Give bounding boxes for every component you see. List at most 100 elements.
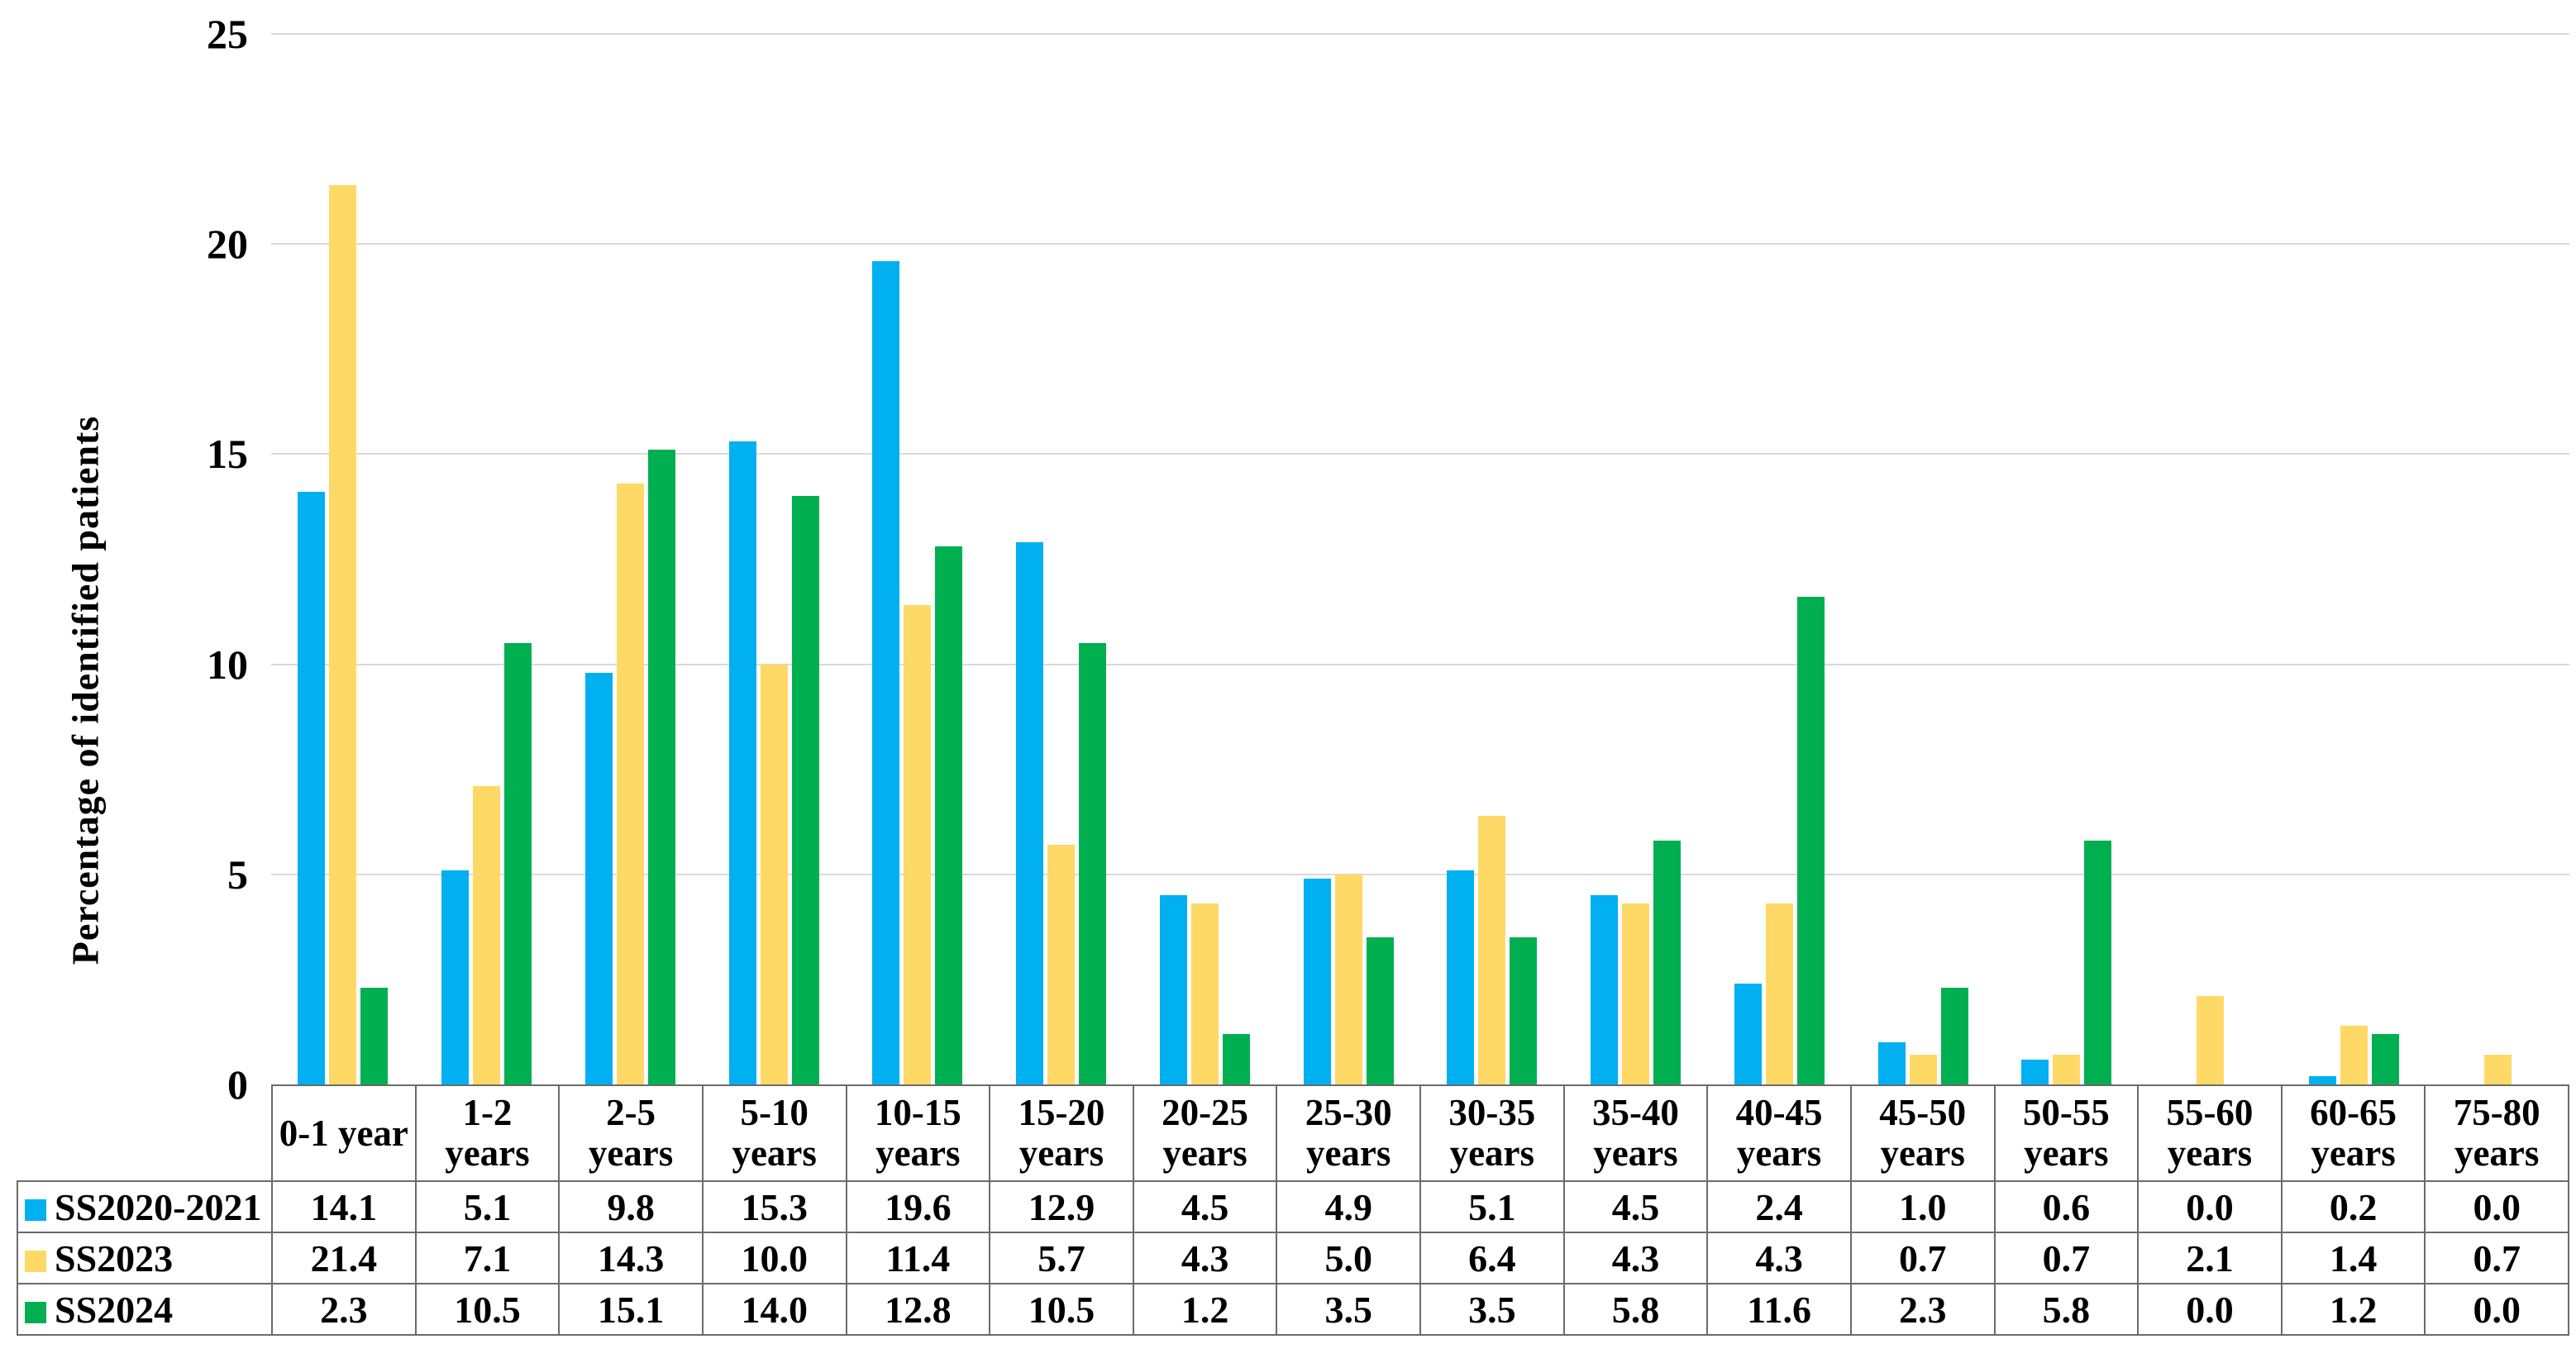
value-cell: 1.4: [2280, 1232, 2426, 1284]
series-name: SS2023: [55, 1237, 174, 1280]
bar: [504, 643, 532, 1084]
plot-area: [271, 33, 2569, 1084]
value-cell: 4.5: [1132, 1180, 1278, 1233]
legend-swatch: [25, 1250, 46, 1272]
value-cell: 9.8: [558, 1180, 704, 1233]
gridline: [271, 663, 2569, 665]
value-cell: 19.6: [845, 1180, 991, 1233]
bar: [1877, 1042, 1906, 1084]
bar: [2053, 1055, 2081, 1084]
bar: [728, 441, 756, 1084]
bar: [2084, 841, 2112, 1084]
bar: [904, 605, 932, 1084]
value-cell: 4.5: [1562, 1180, 1709, 1233]
legend-item: SS2023: [17, 1232, 273, 1284]
series-name: SS2024: [55, 1288, 174, 1331]
column-header: 30-35 years: [1419, 1084, 1565, 1182]
value-cell: 4.3: [1706, 1232, 1852, 1284]
value-cell: 12.8: [845, 1283, 991, 1336]
gridline: [271, 873, 2569, 875]
bar: [1591, 895, 1619, 1084]
value-cell: 0.0: [2424, 1283, 2569, 1336]
value-cell: 3.5: [1276, 1283, 1421, 1336]
bar: [1190, 903, 1219, 1084]
value-cell: 4.3: [1132, 1232, 1278, 1284]
bar: [1334, 874, 1362, 1084]
column-header: 35-40 years: [1562, 1084, 1709, 1182]
bar: [1622, 903, 1650, 1084]
bar: [1079, 643, 1107, 1084]
value-cell: 0.0: [2137, 1180, 2283, 1233]
value-cell: 4.9: [1276, 1180, 1421, 1233]
y-axis-tick-label: 15: [207, 431, 248, 478]
value-cell: 12.9: [989, 1180, 1134, 1233]
gridline: [271, 243, 2569, 245]
column-header: 20-25 years: [1132, 1084, 1278, 1182]
value-cell: 14.3: [558, 1232, 704, 1284]
bar: [2197, 996, 2225, 1084]
y-axis-tick-label: 20: [207, 221, 248, 268]
column-header: 40-45 years: [1706, 1084, 1852, 1182]
value-cell: 0.0: [2424, 1180, 2569, 1233]
y-axis-tick-label: 5: [227, 851, 248, 898]
column-header: 50-55 years: [1993, 1084, 2140, 1182]
bar: [1734, 983, 1762, 1084]
value-cell: 3.5: [1419, 1283, 1565, 1336]
y-axis-tick-label: 10: [207, 641, 248, 688]
value-cell: 0.7: [1993, 1232, 2140, 1284]
bar: [1159, 895, 1187, 1084]
data-table: 0-1 year 1-2 years 2-5 years 5-10 years 10-15 ye…: [17, 1084, 2569, 1336]
column-header: 55-60 years: [2137, 1084, 2283, 1182]
value-cell: 15.3: [701, 1180, 847, 1233]
y-axis-tick-label: 25: [207, 11, 248, 57]
value-cell: 21.4: [271, 1232, 417, 1284]
bar: [329, 185, 357, 1084]
y-axis-tick-label: 0: [227, 1061, 248, 1108]
value-cell: 10.0: [701, 1232, 847, 1284]
legend-item: SS2020-2021: [17, 1180, 273, 1233]
value-cell: 5.8: [1562, 1283, 1709, 1336]
bar: [935, 546, 963, 1084]
value-cell: 5.7: [989, 1232, 1134, 1284]
column-header: 75-80 years: [2424, 1084, 2569, 1182]
bar: [1447, 870, 1475, 1084]
value-cell: 2.3: [1849, 1283, 1996, 1336]
bar: [1222, 1034, 1250, 1084]
bar: [441, 870, 470, 1084]
column-header: 10-15 years: [845, 1084, 991, 1182]
value-cell: 2.4: [1706, 1180, 1852, 1233]
bar: [1765, 903, 1793, 1084]
bar: [1510, 937, 1538, 1084]
value-cell: 5.1: [414, 1180, 561, 1233]
value-cell: 0.7: [2424, 1232, 2569, 1284]
column-header: 25-30 years: [1276, 1084, 1421, 1182]
value-cell: 5.8: [1993, 1283, 2140, 1336]
gridline: [271, 453, 2569, 455]
bar: [1796, 597, 1825, 1084]
value-cell: 7.1: [414, 1232, 561, 1284]
bar: [1016, 542, 1044, 1084]
value-cell: 5.1: [1419, 1180, 1565, 1233]
value-cell: 14.1: [271, 1180, 417, 1233]
bar: [2371, 1034, 2399, 1084]
legend-item: SS2024: [17, 1283, 273, 1336]
table-corner-cell: [17, 1085, 272, 1181]
value-cell: 0.7: [1849, 1232, 1996, 1284]
value-cell: 5.0: [1276, 1232, 1421, 1284]
bar: [647, 450, 675, 1084]
value-cell: 15.1: [558, 1283, 704, 1336]
column-header: 60-65 years: [2280, 1084, 2426, 1182]
bar: [1366, 937, 1394, 1084]
bar: [473, 786, 501, 1084]
value-cell: 2.1: [2137, 1232, 2283, 1284]
value-cell: 0.2: [2280, 1180, 2426, 1233]
bar: [1653, 841, 1682, 1084]
column-header: 15-20 years: [989, 1084, 1134, 1182]
value-cell: 10.5: [989, 1283, 1134, 1336]
value-cell: 1.2: [2280, 1283, 2426, 1336]
bar: [360, 988, 389, 1084]
bar: [2021, 1059, 2049, 1084]
column-header: 45-50 years: [1849, 1084, 1996, 1182]
bar: [872, 260, 900, 1084]
column-header: 1-2 years: [414, 1084, 561, 1182]
